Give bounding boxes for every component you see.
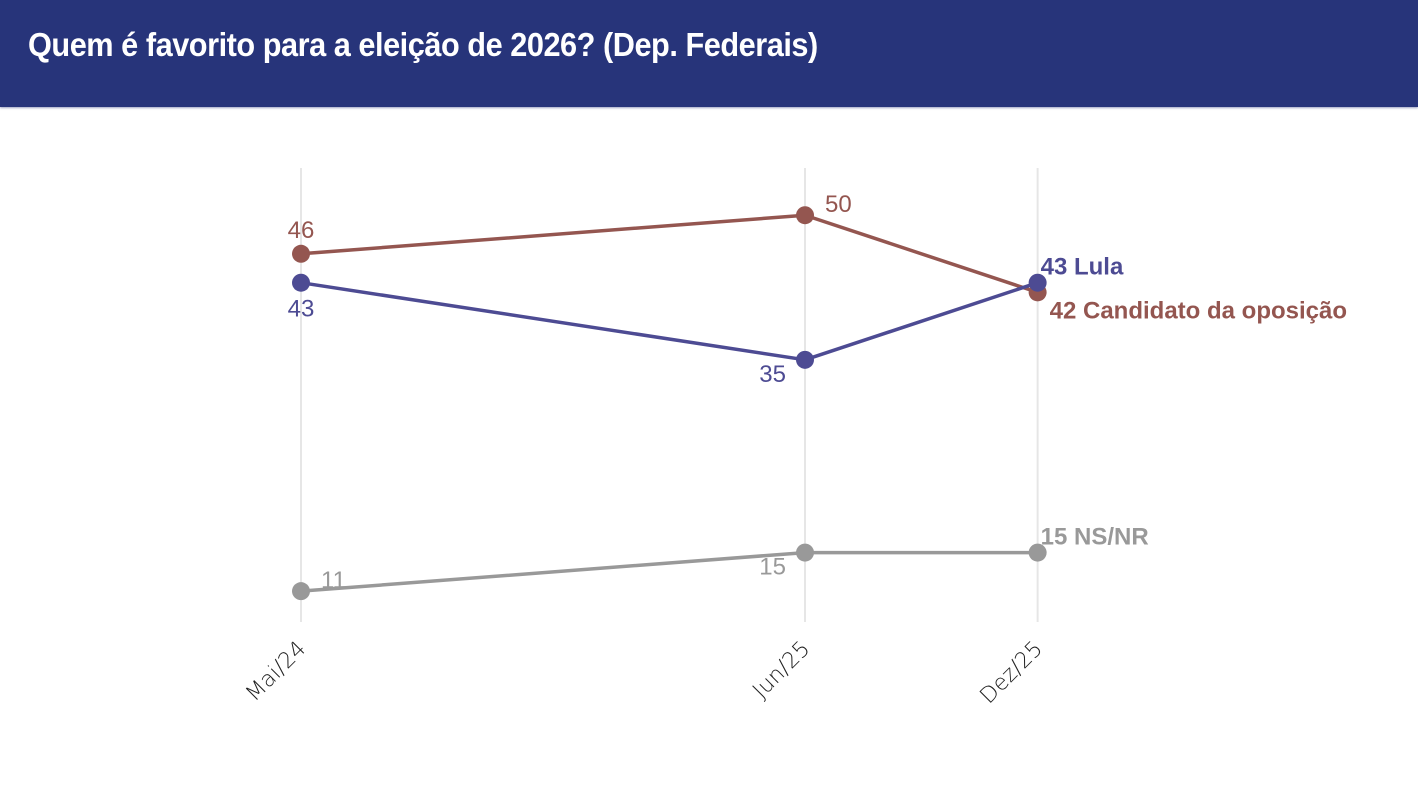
- data-label: 35: [759, 361, 786, 388]
- series-end-label: 15 NS/NR: [1041, 524, 1149, 551]
- data-label: 15: [759, 554, 786, 581]
- data-point-ns-nr: [796, 543, 815, 562]
- series-end-label: 43 Lula: [1041, 254, 1124, 281]
- series-line-ns-nr: [300, 550, 1038, 593]
- data-point-lula: [1028, 273, 1047, 292]
- data-point-ns-nr: [1028, 543, 1047, 562]
- series-end-label: 42 Candidato da oposição: [1050, 297, 1347, 324]
- data-point-candidato-da-oposi-o: [796, 206, 815, 225]
- series-line-candidato-da-oposi-o: [300, 213, 1039, 295]
- data-label: 46: [288, 217, 315, 244]
- header-bar: Quem é favorito para a eleição de 2026? …: [0, 0, 1418, 107]
- data-point-ns-nr: [292, 582, 310, 601]
- data-point-candidato-da-oposi-o: [292, 244, 310, 263]
- x-tick-label: Dez/25: [975, 637, 1047, 709]
- data-point-lula: [796, 350, 815, 369]
- x-tick-label: Mai/24: [241, 637, 311, 707]
- x-tick-label: Jun/25: [748, 637, 815, 704]
- chart-title: Quem é favorito para a eleição de 2026? …: [28, 26, 818, 63]
- data-label: 50: [825, 191, 852, 218]
- data-label: 43: [288, 296, 315, 323]
- data-point-lula: [292, 273, 310, 292]
- series-line-lula: [300, 280, 1039, 362]
- data-label: 11: [321, 567, 346, 594]
